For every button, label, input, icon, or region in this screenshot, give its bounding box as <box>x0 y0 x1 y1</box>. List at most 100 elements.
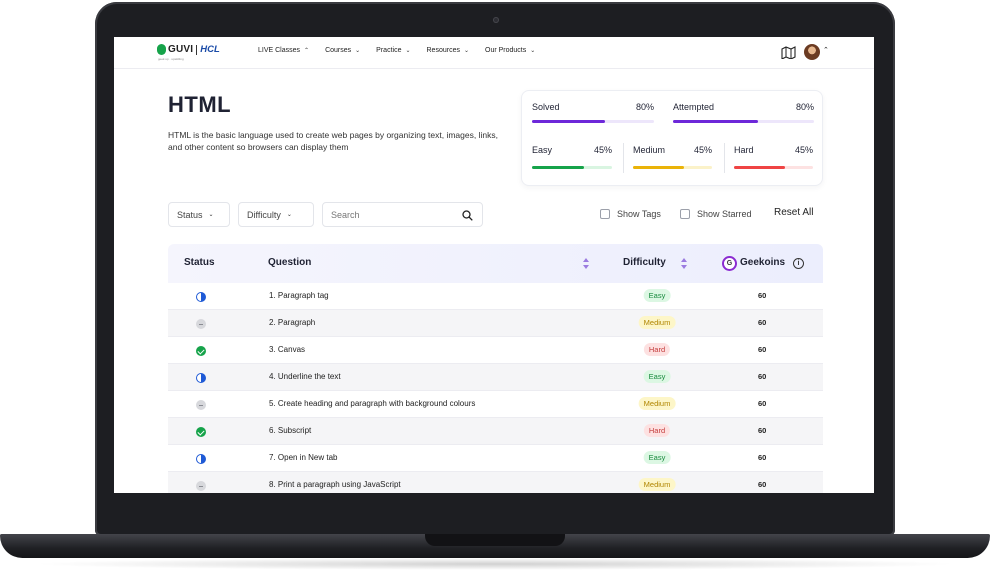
table-row[interactable]: 1. Paragraph tag Easy 60 <box>168 283 823 310</box>
question-title[interactable]: 8. Print a paragraph using JavaScript <box>269 480 401 489</box>
medium-progress-track <box>633 166 712 169</box>
hard-progress-fill <box>734 166 786 169</box>
top-navigation-bar: GUVI HCL geek up · upskilling LIVE Class… <box>114 37 874 69</box>
question-title[interactable]: 1. Paragraph tag <box>269 291 329 300</box>
nav-label: Resources <box>426 47 460 54</box>
nav-live-classes[interactable]: LIVE Classes ⌃ <box>258 47 309 54</box>
question-title[interactable]: 6. Subscript <box>269 426 312 435</box>
easy-progress-track <box>532 166 612 169</box>
difficulty-badge: Medium <box>638 478 676 491</box>
page-description: HTML is the basic language used to creat… <box>168 130 498 152</box>
attempted-half-circle-icon <box>196 454 206 464</box>
geekoins-coin-icon: G <box>722 256 737 271</box>
sort-question-icon[interactable] <box>583 258 589 269</box>
main-nav: LIVE Classes ⌃ Courses ⌄ Practice ⌄ Resourc… <box>258 47 551 54</box>
question-title[interactable]: 7. Open in New tab <box>269 453 338 462</box>
show-tags-toggle[interactable]: Show Tags <box>600 209 661 219</box>
column-status: Status <box>184 257 215 268</box>
nav-courses[interactable]: Courses ⌄ <box>325 47 360 54</box>
easy-progress-fill <box>532 166 584 169</box>
table-row[interactable]: 6. Subscript Hard 60 <box>168 418 823 445</box>
column-question: Question <box>268 257 312 268</box>
table-row[interactable]: 7. Open in New tab Easy 60 <box>168 445 823 472</box>
chevron-down-icon: ⌄ <box>286 212 292 218</box>
difficulty-filter-label: Difficulty <box>247 209 281 220</box>
logo-separator <box>196 44 198 55</box>
attempted-progress-track <box>673 120 814 123</box>
geekoins-value: 60 <box>758 453 767 462</box>
questions-table-body: 1. Paragraph tag Easy 60 2. Paragraph Medium… <box>168 283 823 493</box>
show-starred-toggle[interactable]: Show Starred <box>680 209 752 219</box>
difficulty-filter-dropdown[interactable]: Difficulty ⌄ <box>238 202 314 227</box>
progress-stats-card: Solved 80% Attempted 80% Easy 45% Medium… <box>521 90 823 186</box>
attempted-label: Attempted <box>673 102 715 112</box>
not-attempted-icon <box>196 481 206 491</box>
solved-progress-track <box>532 120 654 123</box>
search-icon[interactable] <box>462 210 473 221</box>
info-icon[interactable]: i <box>793 258 804 269</box>
nav-label: Courses <box>325 47 352 54</box>
attempted-value: 80% <box>795 102 814 112</box>
solved-label: Solved <box>532 102 560 112</box>
table-row[interactable]: 2. Paragraph Medium 60 <box>168 310 823 337</box>
show-starred-checkbox[interactable] <box>680 209 690 219</box>
logo-brand: GUVI <box>168 44 194 55</box>
easy-value: 45% <box>593 145 612 155</box>
sort-difficulty-icon[interactable] <box>681 258 687 269</box>
roadmap-icon[interactable] <box>781 45 796 59</box>
chevron-down-icon: ⌄ <box>355 48 361 54</box>
status-filter-dropdown[interactable]: Status ⌄ <box>168 202 230 227</box>
solved-progress-fill <box>532 120 606 123</box>
solved-check-icon <box>196 427 206 437</box>
question-title[interactable]: 2. Paragraph <box>269 318 316 327</box>
nav-practice[interactable]: Practice ⌄ <box>376 47 410 54</box>
column-geekoins: Geekoins <box>740 257 786 268</box>
geekoins-value: 60 <box>758 480 767 489</box>
nav-resources[interactable]: Resources ⌄ <box>427 47 470 54</box>
screen: GUVI HCL geek up · upskilling LIVE Class… <box>114 37 874 493</box>
nav-label: LIVE Classes <box>258 47 301 54</box>
stats-divider <box>623 143 624 173</box>
difficulty-badge: Medium <box>638 316 676 329</box>
search-input[interactable]: Search <box>322 202 483 227</box>
attempted-progress-fill <box>673 120 758 123</box>
search-placeholder: Search <box>331 209 360 220</box>
table-row[interactable]: 4. Underline the text Easy 60 <box>168 364 823 391</box>
show-tags-checkbox[interactable] <box>600 209 610 219</box>
nav-label: Our Products <box>485 47 527 54</box>
geekoins-value: 60 <box>758 426 767 435</box>
show-starred-label: Show Starred <box>697 209 752 219</box>
question-title[interactable]: 4. Underline the text <box>269 372 341 381</box>
guvi-logo-mark-icon <box>157 44 166 55</box>
geekoins-value: 60 <box>758 372 767 381</box>
show-tags-label: Show Tags <box>617 209 661 219</box>
chevron-up-icon[interactable]: ⌃ <box>823 47 829 54</box>
logo-tagline: geek up · upskilling <box>158 57 184 61</box>
table-row[interactable]: 5. Create heading and paragraph with bac… <box>168 391 823 418</box>
geekoins-value: 60 <box>758 399 767 408</box>
not-attempted-icon <box>196 319 206 329</box>
chevron-down-icon: ⌄ <box>463 48 469 54</box>
chevron-down-icon: ⌄ <box>530 48 536 54</box>
question-title[interactable]: 5. Create heading and paragraph with bac… <box>269 399 476 408</box>
nav-our-products[interactable]: Our Products ⌄ <box>485 47 535 54</box>
laptop-notch <box>425 534 565 546</box>
page-title: HTML <box>168 92 232 117</box>
difficulty-badge: Hard <box>643 424 671 437</box>
chevron-down-icon: ⌄ <box>208 212 214 218</box>
question-title[interactable]: 3. Canvas <box>269 345 306 354</box>
table-row[interactable]: 3. Canvas Hard 60 <box>168 337 823 364</box>
nav-label: Practice <box>376 47 402 54</box>
user-avatar[interactable] <box>804 44 820 60</box>
geekoins-value: 60 <box>758 291 767 300</box>
difficulty-badge: Easy <box>643 451 671 464</box>
solved-check-icon <box>196 346 206 356</box>
guvi-hcl-logo[interactable]: GUVI HCL <box>157 44 220 55</box>
reset-all-button[interactable]: Reset All <box>774 207 814 218</box>
chevron-up-icon: ⌃ <box>304 48 310 54</box>
hard-progress-track <box>734 166 813 169</box>
difficulty-badge: Easy <box>643 370 671 383</box>
stats-divider <box>724 143 725 173</box>
geekoins-value: 60 <box>758 318 767 327</box>
table-row[interactable]: 8. Print a paragraph using JavaScript Med… <box>168 472 823 493</box>
